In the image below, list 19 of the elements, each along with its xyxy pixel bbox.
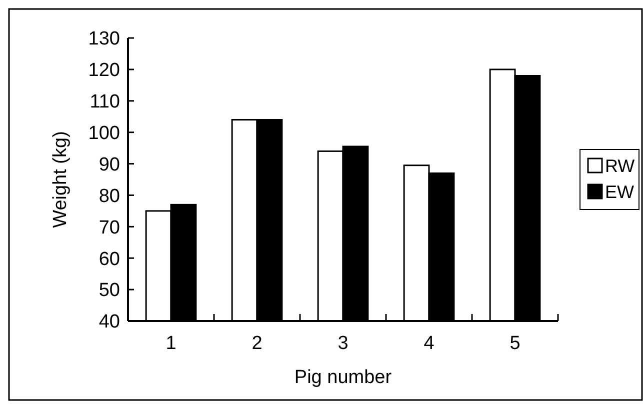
y-tick-label: 110: [90, 92, 120, 113]
legend-label: RW: [605, 156, 635, 176]
x-tick-label: 2: [252, 333, 262, 354]
x-axis-title: Pig number: [294, 367, 392, 388]
y-tick-label: 50: [98, 280, 120, 302]
y-tick-label: 90: [98, 154, 120, 176]
y-tick-label: 130: [88, 28, 120, 50]
y-tick-label: 60: [98, 248, 120, 270]
x-tick-label: 3: [338, 333, 348, 354]
y-tick-label: 40: [98, 312, 120, 333]
x-tick-label: 5: [510, 333, 520, 354]
y-tick-label: 80: [98, 186, 120, 207]
y-tick-label: 70: [98, 217, 120, 238]
legend-label: EW: [605, 182, 634, 202]
x-tick-label: 1: [166, 333, 176, 354]
y-axis-title: Weight (kg): [50, 131, 71, 228]
y-tick-label: 100: [88, 122, 120, 144]
x-tick-label: 4: [424, 333, 435, 354]
y-tick-label: 120: [88, 60, 120, 82]
